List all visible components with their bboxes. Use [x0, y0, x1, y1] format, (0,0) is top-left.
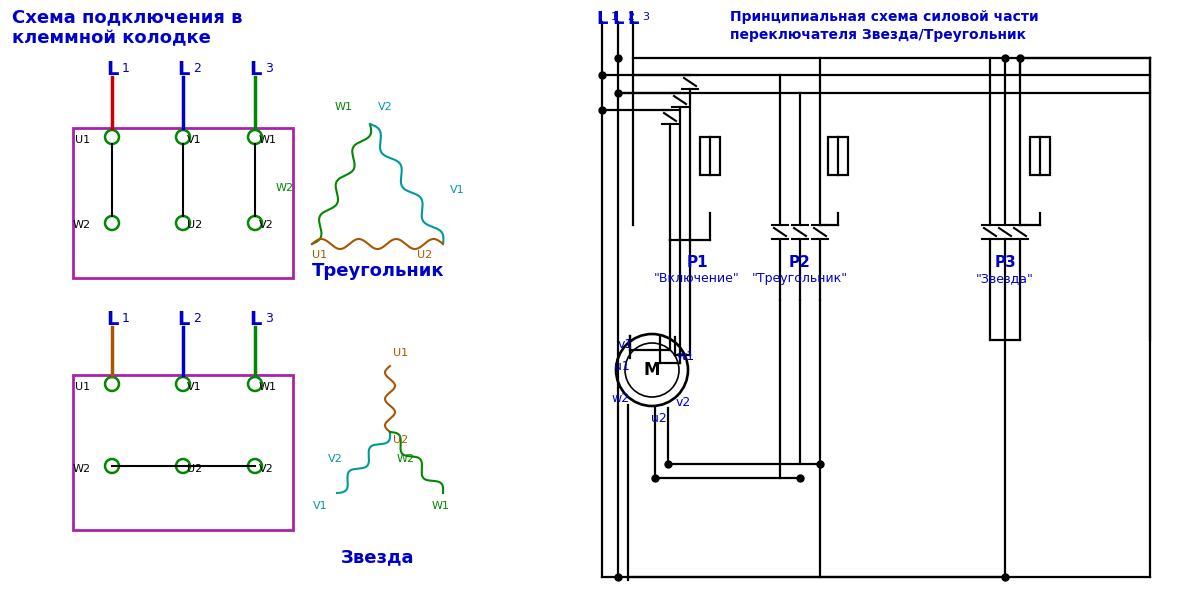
- Text: L: L: [613, 10, 624, 28]
- Text: W1: W1: [432, 501, 450, 511]
- Text: 2: 2: [193, 312, 201, 325]
- Text: w2: w2: [610, 391, 630, 404]
- Text: L: L: [627, 10, 638, 28]
- Text: L: L: [596, 10, 608, 28]
- Text: 2: 2: [627, 12, 635, 22]
- Bar: [1029, 137, 1050, 175]
- Text: W2: W2: [73, 220, 92, 230]
- Text: L: L: [106, 60, 118, 79]
- Text: U2: U2: [187, 464, 202, 474]
- Text: P2: P2: [789, 255, 811, 270]
- Text: "Треугольник": "Треугольник": [752, 272, 848, 285]
- Text: W2: W2: [276, 183, 294, 193]
- Text: L: L: [249, 310, 261, 329]
- Text: U1: U1: [75, 135, 90, 145]
- Text: U2: U2: [393, 435, 408, 445]
- Bar: [73, 375, 293, 530]
- Text: 1: 1: [122, 62, 130, 75]
- Text: w1: w1: [675, 350, 695, 364]
- Text: W2: W2: [397, 454, 415, 464]
- Text: U2: U2: [187, 220, 202, 230]
- Text: L: L: [106, 310, 118, 329]
- Text: Звезда: Звезда: [341, 548, 414, 566]
- Text: U1: U1: [75, 382, 90, 392]
- Text: V1: V1: [187, 135, 201, 145]
- Text: V2: V2: [329, 454, 343, 464]
- Text: V1: V1: [450, 185, 465, 195]
- Text: U1: U1: [393, 348, 408, 358]
- Text: 2: 2: [193, 62, 201, 75]
- Text: L: L: [249, 60, 261, 79]
- Bar: [73, 128, 293, 278]
- Text: L: L: [177, 60, 189, 79]
- Text: V2: V2: [259, 464, 273, 474]
- Text: u1: u1: [614, 361, 630, 373]
- Text: 3: 3: [642, 12, 649, 22]
- Text: Принципиальная схема силовой части: Принципиальная схема силовой части: [730, 10, 1039, 24]
- Bar: [828, 137, 848, 175]
- Text: Треугольник: Треугольник: [312, 262, 444, 280]
- Text: U2: U2: [417, 250, 432, 260]
- Text: v1: v1: [618, 338, 633, 352]
- Text: u2: u2: [651, 412, 667, 425]
- Text: V1: V1: [313, 501, 327, 511]
- Text: M: M: [644, 361, 660, 379]
- Text: W2: W2: [73, 464, 92, 474]
- Text: P1: P1: [686, 255, 708, 270]
- Text: 1: 1: [610, 12, 618, 22]
- Text: "Звезда": "Звезда": [976, 272, 1034, 285]
- Text: V2: V2: [259, 220, 273, 230]
- Text: 3: 3: [265, 62, 273, 75]
- Text: W1: W1: [259, 382, 277, 392]
- Text: V2: V2: [378, 102, 393, 112]
- Text: переключателя Звезда/Треугольник: переключателя Звезда/Треугольник: [730, 28, 1026, 42]
- Text: 3: 3: [265, 312, 273, 325]
- Text: "Включение": "Включение": [654, 272, 740, 285]
- Text: W1: W1: [259, 135, 277, 145]
- Text: P3: P3: [995, 255, 1016, 270]
- Text: v2: v2: [675, 395, 691, 409]
- Text: W1: W1: [335, 102, 353, 112]
- Text: Схема подключения в
клеммной колодке: Схема подключения в клеммной колодке: [12, 8, 242, 47]
- Bar: [700, 137, 720, 175]
- Text: V1: V1: [187, 382, 201, 392]
- Text: 1: 1: [122, 312, 130, 325]
- Text: U1: U1: [312, 250, 327, 260]
- Text: L: L: [177, 310, 189, 329]
